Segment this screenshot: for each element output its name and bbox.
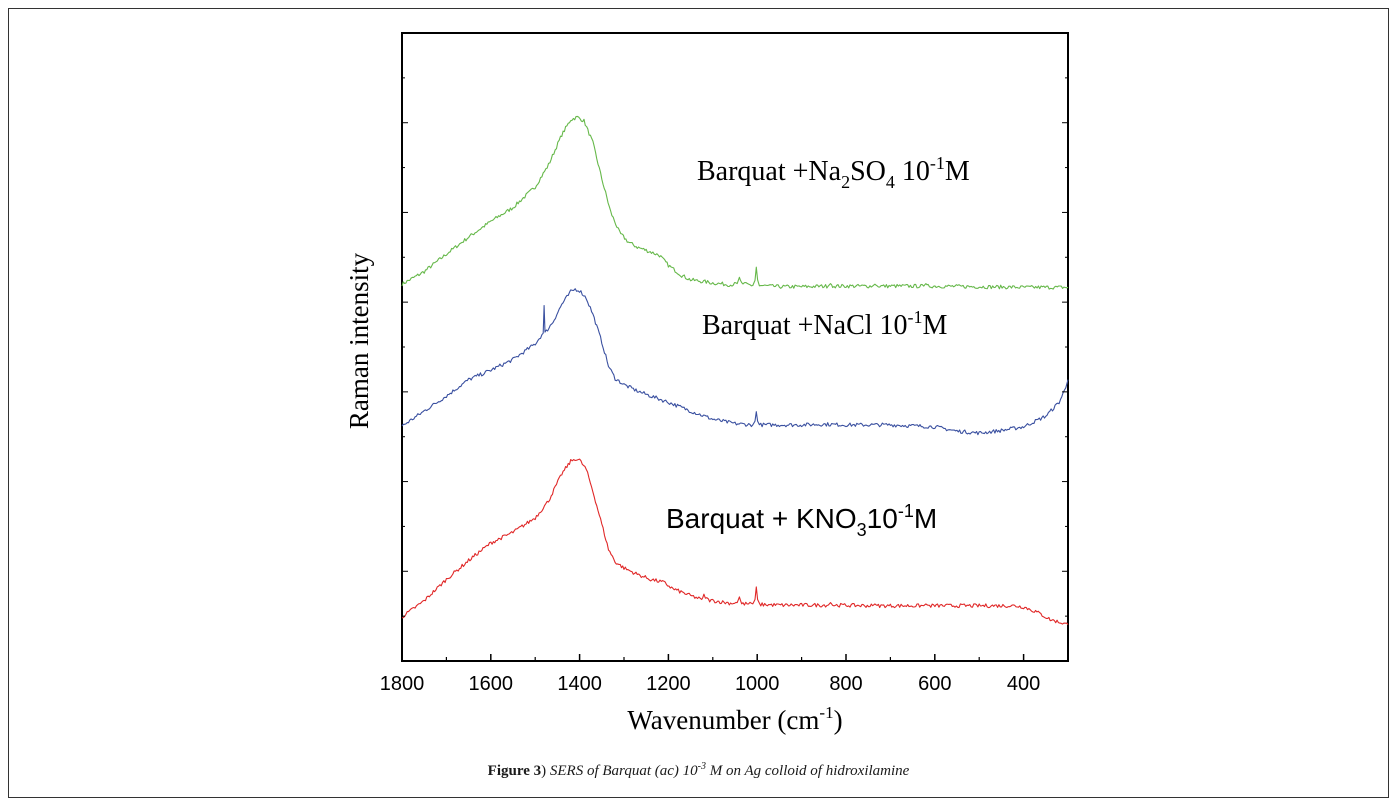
- x-tick-label: 400: [1007, 673, 1040, 695]
- annotation-nacl: Barquat +NaCl 10-1M: [702, 307, 948, 341]
- x-tick-label: 1600: [469, 673, 514, 695]
- plot-border: [401, 32, 1069, 662]
- figure-caption: Figure 3) SERS of Barquat (ac) 10-3 M on…: [0, 761, 1397, 780]
- x-tick-label: 1000: [735, 673, 780, 695]
- caption-label-tail: ): [541, 763, 550, 779]
- x-axis-title: Wavenumber (cm-1): [627, 703, 842, 735]
- x-tick-label: 1400: [557, 673, 602, 695]
- annotation-na2so4: Barquat +Na2SO4 10-1M: [697, 153, 970, 192]
- series-layer: [401, 115, 1069, 625]
- label-layer: Barquat +Na2SO4 10-1M Barquat +NaCl 10-1M…: [666, 153, 970, 540]
- axis-layer: 1800 1600 1400 1200 1000 800 600 400 Wavenumber …: [344, 77, 1068, 735]
- x-tick-label: 800: [829, 673, 862, 695]
- x-tick-label: 600: [918, 673, 951, 695]
- plot-area: [401, 32, 1069, 662]
- figure-frame: [8, 8, 1389, 798]
- caption-label: Figure 3: [487, 763, 542, 779]
- annotation-kno3: Barquat + KNO310-1M: [666, 501, 937, 540]
- series-line-1: [401, 288, 1069, 436]
- caption-exponent: -3: [697, 761, 706, 772]
- caption-text-after: M on Ag colloid of hidroxilamine: [706, 763, 910, 779]
- x-tick-label: 1800: [380, 673, 425, 695]
- series-line-2: [401, 458, 1069, 625]
- caption-text-before: SERS of Barquat (ac) 10: [549, 763, 698, 779]
- x-tick-label: 1200: [646, 673, 691, 695]
- y-axis-title: Raman intensity: [344, 252, 374, 429]
- series-line-0: [401, 115, 1069, 290]
